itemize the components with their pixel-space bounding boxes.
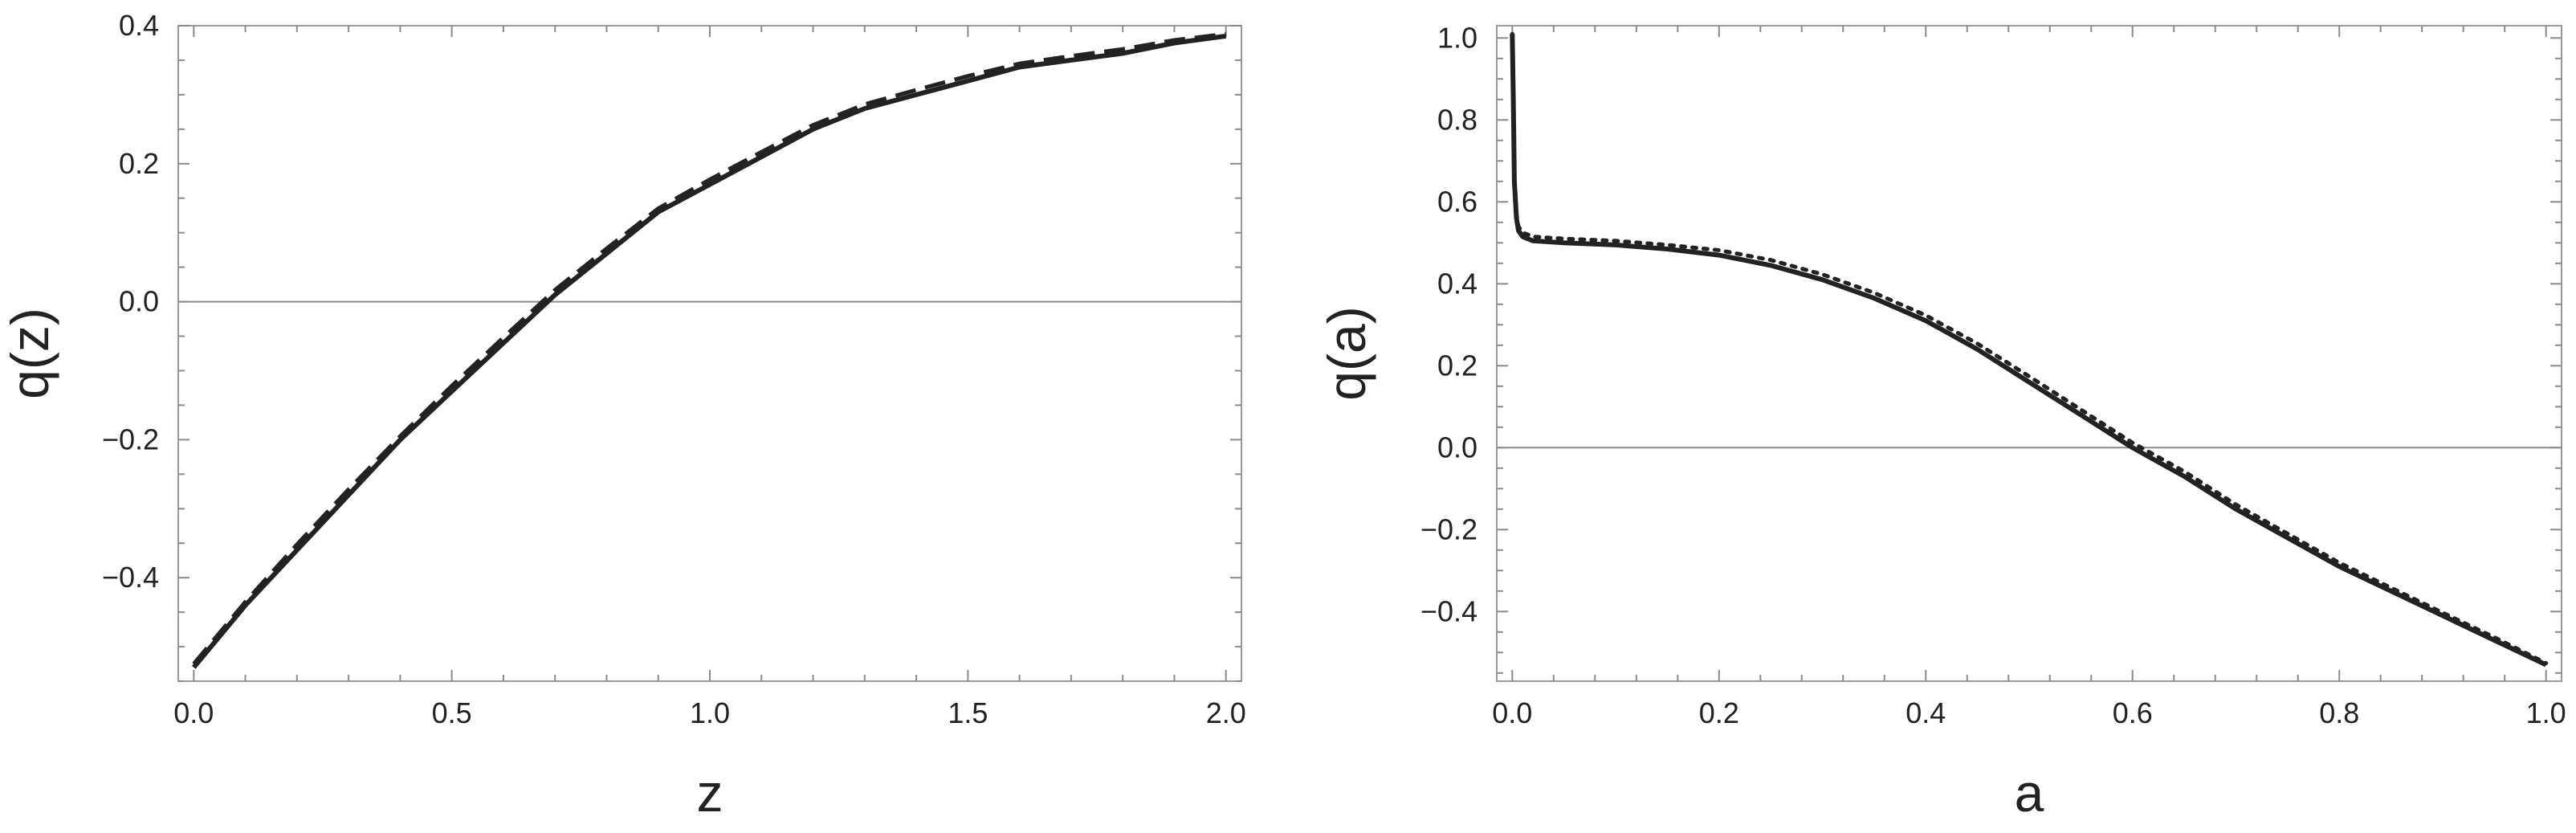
y-tick-label: −0.4 [1420,594,1478,627]
x-tick-label: 0.8 [2319,696,2359,729]
y-tick-label: 0.2 [1437,349,1478,382]
series-line-dashed [192,31,1226,666]
x-tick-label: 0.5 [432,696,472,729]
x-axis-title: a [2015,763,2044,823]
x-tick-label: 1.0 [2526,696,2566,729]
y-tick-label: 0.0 [119,285,159,318]
x-tick-label: 0.6 [2113,696,2153,729]
series-line-dotted [1510,31,2549,666]
x-tick-label: 2.0 [1206,696,1246,729]
y-tick-label: −0.2 [102,423,159,455]
y-tick-label: 0.6 [1437,185,1478,218]
x-tick-label: 1.0 [690,696,730,729]
right-chart-panel: 0.0 0.2 0.4 0.6 0.8 1.0 −0.4 −0.2 0.0 0.2 0.4 0.6 0.… [1317,21,2566,823]
y-tick-label: 0.8 [1437,103,1478,136]
y-tick-label: 0.4 [1437,267,1478,300]
y-axis-title: q(z) [0,308,59,399]
plot-frame [177,25,1242,682]
series-line-solid [1510,34,2547,668]
x-tick-label: 0.0 [173,696,214,729]
x-tick-label: 0.0 [1492,696,1532,729]
y-tick-label: 0.4 [119,9,159,42]
y-tick-label: −0.2 [1420,512,1478,545]
x-axis-title: z [697,763,723,823]
left-chart-panel: 0.0 0.5 1.0 1.5 2.0 −0.4 −0.2 0.0 0.2 0.4 z q(z) [0,9,1246,823]
y-tick-label: −0.4 [102,561,159,594]
plot-frame [1496,25,2562,682]
x-tick-label: 0.2 [1699,696,1739,729]
y-axis-title: q(a) [1317,306,1376,400]
series-line-solid [191,33,1227,669]
x-tick-label: 1.5 [948,696,988,729]
y-tick-label: 1.0 [1437,21,1478,54]
x-tick-label: 0.4 [1906,696,1946,729]
y-tick-label: 0.0 [1437,431,1478,463]
y-tick-label: 0.2 [119,147,159,180]
